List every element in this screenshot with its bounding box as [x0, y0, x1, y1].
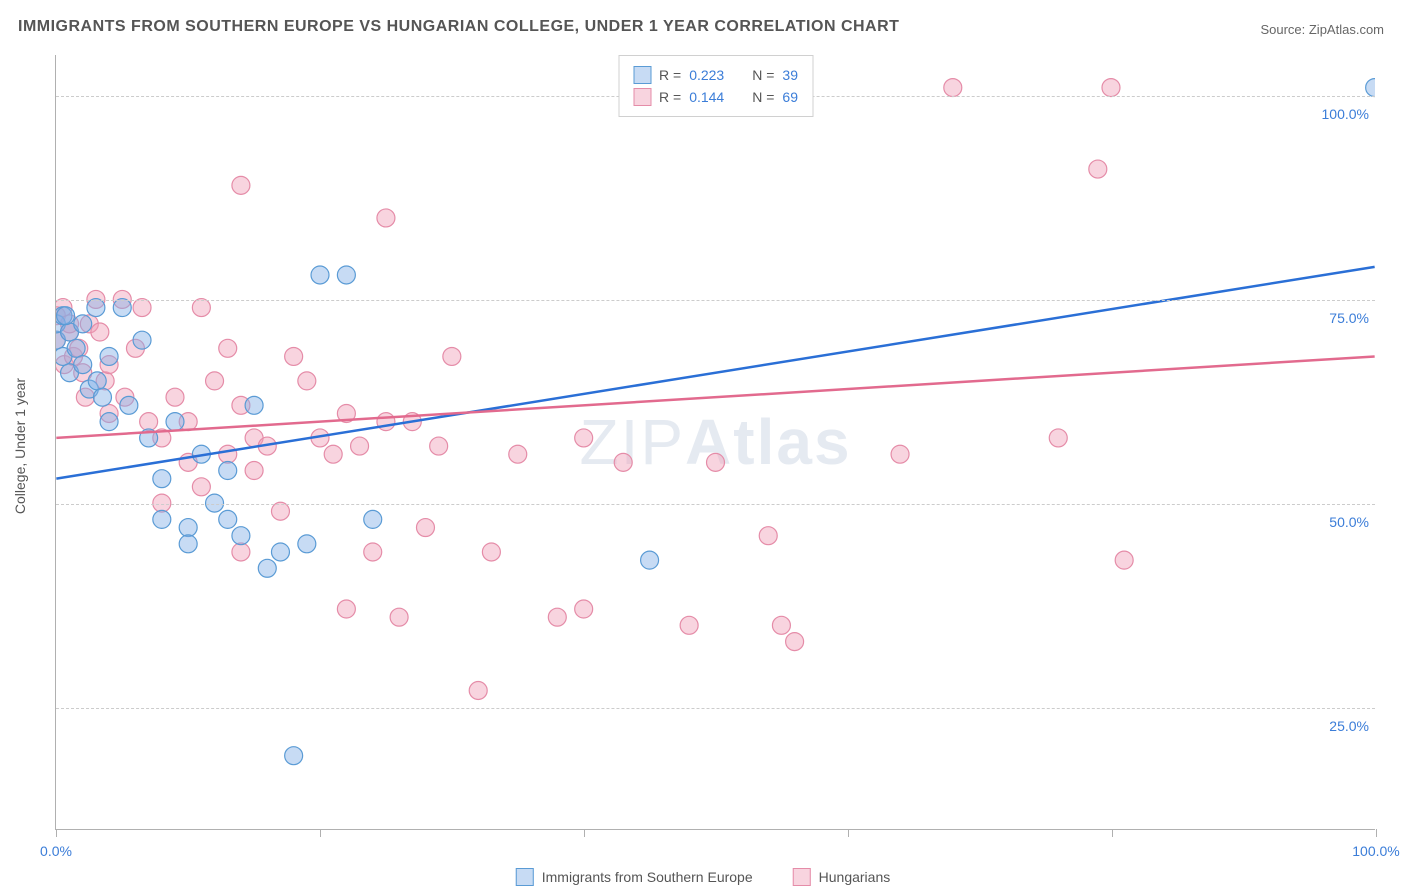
r-value-blue: 0.223 [689, 64, 724, 86]
legend-row-blue: R = 0.223 N = 39 [633, 64, 798, 86]
chart-title: IMMIGRANTS FROM SOUTHERN EUROPE VS HUNGA… [18, 18, 899, 36]
legend-label-blue: Immigrants from Southern Europe [542, 869, 753, 885]
n-value-blue: 39 [782, 64, 798, 86]
n-value-pink: 69 [782, 86, 798, 108]
r-label: R = [659, 86, 681, 108]
scatter-chart-svg [56, 55, 1375, 829]
legend-swatch-blue [516, 868, 534, 886]
series-legend: Immigrants from Southern Europe Hungaria… [516, 868, 890, 886]
r-value-pink: 0.144 [689, 86, 724, 108]
y-tick-label: 50.0% [1329, 514, 1369, 530]
y-tick-label: 75.0% [1329, 310, 1369, 326]
legend-swatch-pink [633, 88, 651, 106]
legend-label-pink: Hungarians [819, 869, 891, 885]
y-tick-label: 100.0% [1322, 106, 1369, 122]
legend-swatch-pink [793, 868, 811, 886]
plot-area: ZIPAtlas R = 0.223 N = 39 R = 0.144 N = … [55, 55, 1375, 830]
x-tick-label: 0.0% [40, 843, 72, 859]
y-axis-title: College, Under 1 year [12, 378, 28, 514]
source-label: Source: ZipAtlas.com [1260, 22, 1384, 37]
n-label: N = [752, 86, 774, 108]
chart-container: IMMIGRANTS FROM SOUTHERN EUROPE VS HUNGA… [0, 0, 1406, 892]
correlation-legend: R = 0.223 N = 39 R = 0.144 N = 69 [618, 55, 813, 117]
n-label: N = [752, 64, 774, 86]
legend-swatch-blue [633, 66, 651, 84]
x-tick-label: 100.0% [1352, 843, 1399, 859]
r-label: R = [659, 64, 681, 86]
legend-row-pink: R = 0.144 N = 69 [633, 86, 798, 108]
y-tick-label: 25.0% [1329, 718, 1369, 734]
legend-item-blue: Immigrants from Southern Europe [516, 868, 753, 886]
legend-item-pink: Hungarians [793, 868, 891, 886]
